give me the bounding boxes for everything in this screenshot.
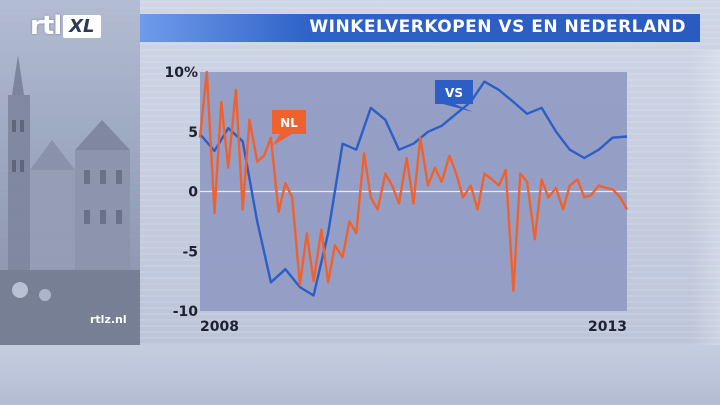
series-line-vs	[199, 80, 628, 297]
series-label-pointer-vs	[443, 104, 473, 112]
church-tower-illustration	[0, 55, 140, 345]
logo-text: rtl	[30, 11, 62, 41]
y-tick-label: -5	[182, 244, 198, 260]
x-tick-label: 2008	[200, 319, 239, 335]
series-line-nl	[198, 70, 629, 292]
y-tick-label: -10	[173, 304, 199, 320]
y-tick-label: 10%	[164, 65, 198, 81]
y-tick-label: 5	[188, 125, 198, 141]
logo-badge: XL	[63, 14, 101, 38]
series-label-box-vs	[435, 80, 473, 104]
series-label-nl: NL	[280, 116, 298, 130]
series-label-box-nl	[272, 110, 306, 134]
bottom-band	[0, 345, 720, 405]
y-tick-label: 0	[188, 185, 198, 201]
rtlxl-logo: rtl XL	[30, 11, 101, 41]
x-tick-label: 2013	[588, 319, 627, 335]
chart-title: WINKELVERKOPEN VS EN NEDERLAND	[309, 17, 686, 37]
right-decoration	[690, 50, 720, 350]
series-label-pointer-nl	[272, 134, 292, 146]
site-url: rtlz.nl	[90, 313, 127, 326]
city-background	[0, 0, 140, 345]
title-bar: WINKELVERKOPEN VS EN NEDERLAND	[140, 14, 700, 42]
series-label-vs: VS	[445, 86, 463, 100]
